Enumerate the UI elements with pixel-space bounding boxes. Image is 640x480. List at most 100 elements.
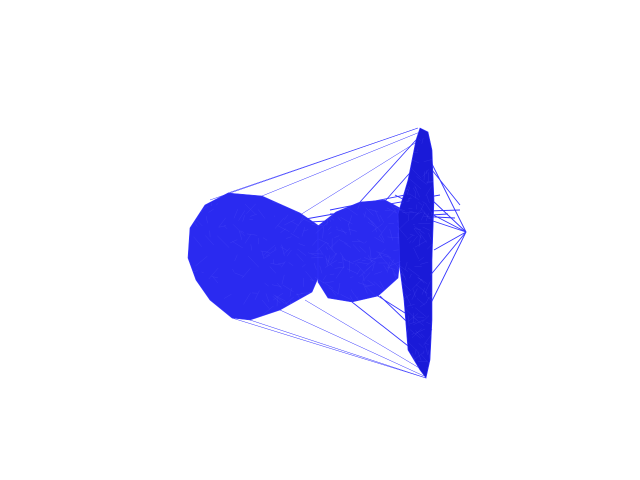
wire-segment	[431, 213, 434, 225]
wire-segment	[311, 253, 323, 255]
wire-segment	[359, 246, 367, 253]
wire-segment	[322, 226, 324, 239]
wire-segment	[277, 282, 283, 289]
hull-edge	[299, 139, 421, 216]
wire-segment	[417, 138, 421, 141]
wire-segment	[425, 213, 429, 222]
wire-segment	[428, 218, 434, 220]
wire-segment	[189, 204, 200, 209]
wire-segment	[211, 203, 212, 207]
wire-segment	[391, 267, 396, 276]
wire-segment	[322, 281, 334, 289]
wire-segment	[426, 181, 429, 185]
wire-segment	[387, 261, 390, 269]
wire-segment	[357, 261, 369, 265]
wire-segment	[315, 222, 328, 234]
wire-segment	[283, 248, 291, 254]
wire-segment	[388, 201, 397, 213]
wire-segment	[338, 239, 348, 245]
wire-segment	[386, 207, 397, 214]
wire-segment	[406, 150, 413, 159]
wire-segment	[374, 237, 384, 243]
wire-segment	[389, 261, 401, 267]
wire-segment	[408, 315, 410, 326]
wire-segment	[211, 276, 218, 278]
wire-segment	[336, 229, 347, 233]
wire-segment	[205, 235, 214, 246]
wire-segment	[414, 349, 417, 355]
wire-segment	[418, 257, 424, 262]
wire-segment	[336, 226, 338, 229]
wire-segment	[381, 257, 390, 267]
wire-segment	[413, 317, 425, 326]
wire-segment	[362, 213, 375, 225]
wire-segment	[364, 284, 374, 288]
wire-segment	[413, 247, 419, 259]
wire-segment	[425, 297, 430, 303]
wire-segment	[269, 266, 277, 274]
wire-segment	[348, 228, 357, 232]
wire-segment	[230, 239, 238, 244]
wire-segment	[223, 294, 232, 299]
wire-segment	[272, 296, 281, 304]
hull-edge	[231, 317, 427, 379]
wire-segment	[271, 284, 282, 287]
wire-segment	[403, 185, 409, 198]
wire-segment	[192, 200, 203, 213]
wire-segment	[416, 176, 427, 185]
wire-segment	[411, 333, 415, 335]
wire-segment	[247, 255, 260, 268]
wire-segment	[342, 258, 354, 264]
wire-segment	[378, 225, 388, 238]
wire-segment	[244, 203, 256, 215]
wire-segment	[329, 273, 335, 275]
wire-segment	[312, 294, 324, 301]
wire-segment	[301, 264, 306, 268]
wire-segment	[238, 210, 246, 221]
wire-segment	[425, 291, 428, 297]
wire-segment	[310, 279, 314, 282]
wire-segment	[420, 261, 429, 265]
wire-segment	[215, 311, 218, 316]
wire-segment	[404, 362, 412, 368]
wire-segment	[426, 170, 428, 175]
wire-segment	[234, 254, 238, 262]
wire-segment	[342, 256, 344, 269]
wire-segment	[357, 239, 364, 244]
wire-segment	[334, 235, 340, 238]
wire-segment	[383, 265, 389, 273]
wire-segment	[335, 266, 344, 279]
wire-segment	[431, 334, 434, 345]
wire-segment	[394, 206, 406, 212]
wire-segment	[425, 203, 433, 215]
wire-segment	[260, 250, 270, 253]
wire-segment	[241, 268, 251, 279]
wire-segment	[428, 232, 432, 240]
hull-edge	[261, 131, 421, 197]
wire-segment	[291, 221, 300, 226]
wire-segment	[378, 252, 383, 258]
wire-segment	[379, 281, 385, 291]
wire-segment	[327, 226, 332, 231]
wire-segment	[400, 281, 412, 291]
wire-segment	[307, 252, 317, 257]
wire-segment	[421, 138, 424, 144]
wire-segment	[250, 244, 252, 251]
wire-segment	[414, 211, 423, 216]
wire-segment	[406, 234, 414, 241]
hull-edge	[431, 169, 461, 206]
wire-segment	[375, 210, 381, 222]
wire-segment	[201, 193, 205, 201]
wire-segment	[412, 187, 416, 192]
wire-segment	[418, 202, 423, 206]
wire-segment	[293, 227, 297, 233]
wire-segment	[407, 196, 411, 202]
wire-segment	[196, 219, 203, 227]
wire-segment	[327, 253, 337, 263]
wire-segment	[288, 262, 294, 266]
wire-segment	[315, 242, 327, 252]
wire-segment	[424, 281, 431, 294]
wire-segment	[406, 304, 415, 307]
wire-segment	[349, 276, 354, 278]
